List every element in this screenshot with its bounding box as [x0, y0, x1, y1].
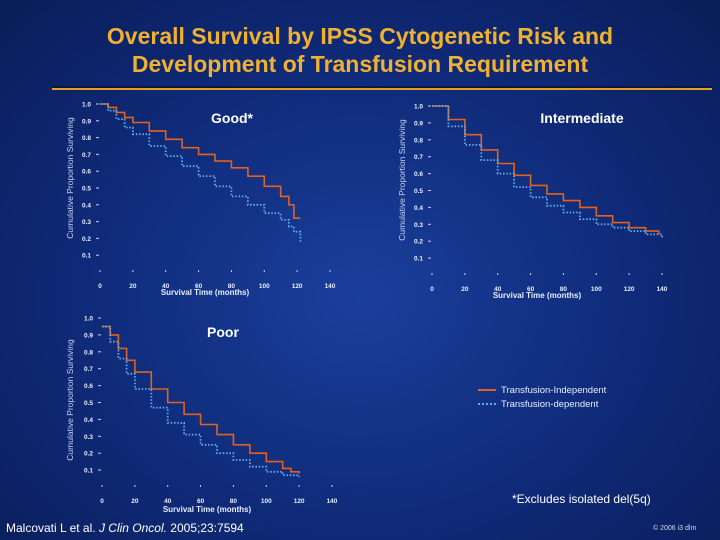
title-rule [52, 88, 712, 90]
y-tick-label: 0.9 [84, 332, 93, 339]
chart-title: Poor [207, 324, 239, 340]
y-tick-label: 0.8 [84, 349, 93, 356]
x-tick-label: 20 [461, 286, 469, 293]
copyright: © 2006 i3 dlm [653, 525, 697, 532]
legend-item-independent: Transfusion-Independent [478, 383, 606, 397]
x-axis-label: Survival Time (months) [493, 291, 582, 300]
y-tick-label: 0.7 [84, 366, 93, 373]
footnote: *Excludes isolated del(5q) [512, 492, 651, 506]
x-tick-label: 100 [591, 286, 602, 293]
chart-panel-good: 0.1 0.2 0.3 0.4 0.5 0.6 0.7 0.8 0.9 1.0 0 20 40 60 80 1… [65, 102, 336, 298]
x-tick-label: 140 [327, 498, 338, 505]
y-tick-label: 0.3 [84, 434, 93, 441]
y-tick-label: 1.0 [82, 102, 91, 109]
x-tick-label: 0 [430, 286, 434, 293]
y-tick-label: 0.7 [414, 154, 423, 161]
y-tick-label: 0.5 [82, 186, 91, 193]
title-line-1: Overall Survival by IPSS Cytogenetic Ris… [106, 23, 614, 49]
slide-title: Overall Survival by IPSS Cytogenetic Ris… [0, 22, 720, 78]
series-line-independent [102, 325, 300, 474]
chart-title: Intermediate [540, 110, 623, 126]
x-tick-label: 60 [527, 286, 535, 293]
x-tick-label: 60 [195, 283, 203, 290]
y-tick-label: 0.3 [414, 222, 423, 229]
y-tick-label: 0.4 [414, 205, 423, 212]
y-tick-label: 0.6 [82, 169, 91, 176]
x-tick-label: 40 [164, 498, 172, 505]
x-tick-label: 80 [230, 498, 238, 505]
y-tick-label: 0.5 [414, 188, 423, 195]
legend: Transfusion-Independent Transfusion-depe… [478, 383, 606, 411]
y-tick-label: 0.4 [84, 417, 93, 424]
legend-swatch-dependent [478, 403, 496, 405]
x-tick-label: 120 [294, 498, 305, 505]
y-tick-label: 0.2 [414, 239, 423, 246]
y-tick-label: 0.6 [84, 383, 93, 390]
chart-panel-intermediate: 0.1 0.2 0.3 0.4 0.5 0.6 0.7 0.8 0.9 1.0 0 20 40 60 80 1… [397, 104, 668, 301]
citation-volume: 2005;23:7594 [166, 521, 244, 535]
series-line-dependent [100, 103, 302, 242]
chart-panel-poor: 0.1 0.2 0.3 0.4 0.5 0.6 0.7 0.8 0.9 1.0 0 20 40 60 80 1… [65, 316, 338, 515]
y-tick-label: 0.8 [82, 135, 91, 142]
y-axis-label: Cumulative Proportion Surviving [65, 117, 75, 239]
citation-journal: J Clin Oncol. [98, 521, 167, 535]
y-tick-label: 0.5 [84, 400, 93, 407]
y-axis-label: Cumulative Proportion Surviving [397, 119, 407, 241]
y-tick-label: 0.2 [84, 451, 93, 458]
y-tick-label: 0.4 [82, 202, 91, 209]
chart-title: Good* [211, 110, 254, 126]
y-tick-label: 0.8 [414, 137, 423, 144]
x-tick-label: 0 [98, 283, 102, 290]
x-tick-label: 40 [162, 283, 170, 290]
series-line-dependent [102, 325, 300, 477]
x-tick-label: 140 [657, 286, 668, 293]
x-tick-label: 60 [197, 498, 205, 505]
x-tick-label: 100 [261, 498, 272, 505]
x-tick-label: 100 [259, 283, 270, 290]
y-tick-label: 0.1 [84, 468, 93, 475]
x-tick-label: 120 [624, 286, 635, 293]
x-axis-label: Survival Time (months) [163, 505, 252, 514]
x-tick-label: 20 [129, 283, 137, 290]
x-tick-label: 120 [292, 283, 303, 290]
y-tick-label: 0.9 [414, 120, 423, 127]
series-line-independent [100, 103, 301, 219]
x-tick-label: 40 [494, 286, 502, 293]
legend-label-dependent: Transfusion-dependent [501, 398, 599, 410]
title-rule-shadow [52, 86, 712, 88]
legend-swatch-independent [478, 389, 496, 391]
y-tick-label: 0.1 [414, 256, 423, 263]
legend-item-dependent: Transfusion-dependent [478, 397, 606, 411]
x-tick-label: 0 [100, 498, 104, 505]
title-line-2: Development of Transfusion Requirement [131, 51, 589, 77]
legend-label-independent: Transfusion-Independent [501, 384, 607, 396]
y-tick-label: 1.0 [414, 104, 423, 111]
x-axis-label: Survival Time (months) [161, 288, 250, 297]
citation: Malcovati L et al. J Clin Oncol. 2005;23… [6, 521, 244, 535]
x-tick-label: 80 [228, 283, 236, 290]
y-tick-label: 1.0 [84, 316, 93, 323]
y-tick-label: 0.9 [82, 118, 91, 125]
x-tick-label: 20 [131, 498, 139, 505]
y-tick-label: 0.1 [82, 253, 91, 260]
series-line-independent [432, 105, 660, 235]
y-axis-label: Cumulative Proportion Surviving [65, 339, 75, 461]
x-tick-label: 140 [325, 283, 336, 290]
citation-authors: Malcovati L et al. [6, 521, 99, 535]
x-tick-label: 80 [560, 286, 568, 293]
series-line-dependent [432, 105, 663, 238]
y-tick-label: 0.6 [414, 171, 423, 178]
y-tick-label: 0.7 [82, 152, 91, 159]
y-tick-label: 0.3 [82, 219, 91, 226]
y-tick-label: 0.2 [82, 236, 91, 243]
